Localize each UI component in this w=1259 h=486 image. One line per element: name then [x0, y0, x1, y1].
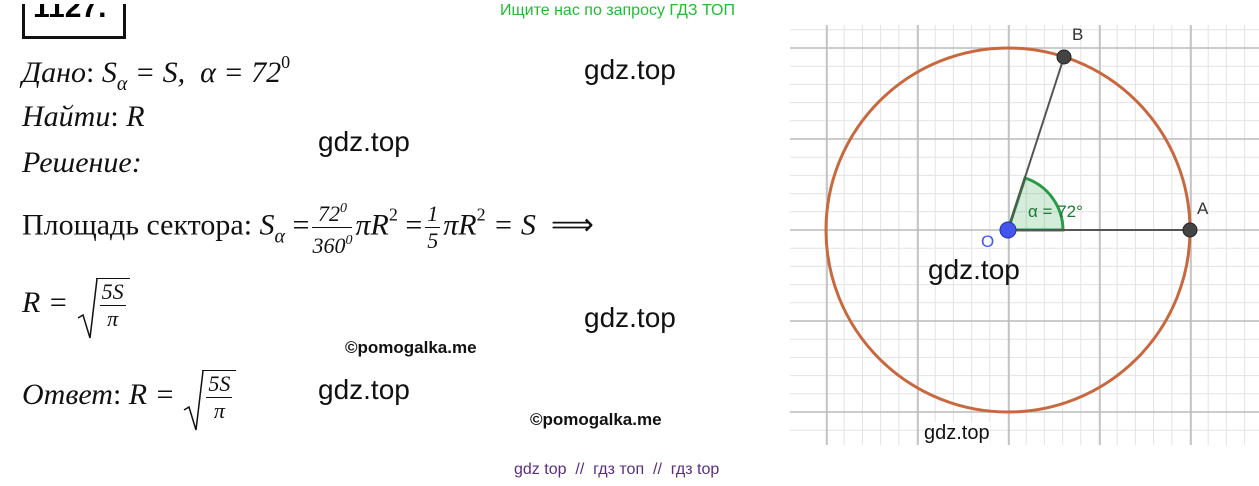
power: 2 — [476, 204, 486, 225]
credit: ©pomogalka.me — [345, 338, 477, 357]
label-o: O — [981, 232, 994, 251]
given-sub: α — [116, 73, 128, 95]
watermark: gdz.top — [924, 422, 990, 445]
fraction: 5S π — [95, 278, 130, 332]
num-sup: 0 — [339, 201, 347, 216]
radius-lhs: R = — [22, 285, 69, 319]
given-sup: 0 — [281, 52, 291, 72]
sector-sub: α — [274, 225, 286, 248]
watermark: gdz.top — [584, 54, 676, 85]
credit: ©pomogalka.me — [530, 410, 662, 429]
numerator: 5S — [206, 371, 233, 398]
radical — [77, 278, 98, 339]
implies: ⟹ — [550, 208, 594, 242]
footer: gdz top // гдз топ // гдз top — [514, 461, 720, 478]
sector-eq: = — [405, 208, 423, 242]
pi-r: πR — [443, 208, 477, 242]
radius-line: R = 5S π — [22, 278, 130, 339]
segment-ob — [1007, 56, 1065, 231]
point-o — [999, 221, 1017, 239]
given-rest: = S, α = 72 — [127, 56, 282, 89]
sector-eq: = S — [493, 208, 536, 242]
denominator: π — [213, 398, 225, 423]
den: 360 — [312, 233, 346, 258]
answer-label: Ответ — [22, 377, 113, 411]
fraction: 720 3600 — [312, 196, 353, 259]
power: 2 — [388, 204, 398, 225]
find-colon: : — [110, 100, 119, 133]
given-colon: : — [85, 56, 95, 89]
watermark: gdz.top — [584, 302, 676, 333]
denominator: 5 — [427, 228, 439, 253]
problem-number-text: 1127. — [33, 4, 107, 24]
numerator: 720 — [312, 196, 353, 228]
find-text: R — [126, 100, 145, 133]
label-b: B — [1072, 25, 1083, 44]
num: 72 — [317, 201, 340, 226]
find-line: Найти: R — [22, 100, 145, 134]
sqrt: 5S π — [76, 278, 130, 339]
sector-line: Площадь сектора: Sα = 720 3600 πR2 = 1 5 πR2 =… — [22, 196, 594, 259]
angle-label: α = 72° — [1028, 202, 1083, 221]
numerator: 5S — [99, 279, 126, 306]
sector-s: S — [259, 208, 275, 242]
search-hint: Ищите нас по запросу ГДЗ ТОП — [500, 2, 735, 19]
answer-line: Ответ: R = 5S π — [22, 370, 237, 431]
fraction: 5S π — [202, 370, 237, 424]
find-label: Найти — [22, 100, 111, 133]
pi-r: πR — [355, 208, 389, 242]
given-s: S — [101, 56, 117, 89]
den-sup: 0 — [345, 233, 353, 248]
numerator: 1 — [425, 201, 441, 228]
watermark: gdz.top — [318, 374, 410, 405]
angle-sector — [1005, 176, 1065, 232]
point-a — [1182, 222, 1198, 238]
watermark: gdz.top — [318, 126, 410, 157]
answer-lhs: R = — [128, 377, 175, 411]
watermark: gdz.top — [928, 254, 1020, 285]
problem-number: 1127. — [22, 4, 126, 39]
given-label: Дано — [22, 56, 86, 89]
solution-label: Решение: — [22, 146, 142, 179]
label-a: A — [1197, 199, 1209, 218]
denominator: π — [107, 306, 119, 331]
radical — [183, 370, 205, 431]
sector-label: Площадь сектора: — [22, 208, 253, 242]
sector-eq: = — [292, 208, 310, 242]
given-line: Дано: Sα = S, α = 720 — [22, 52, 290, 96]
denominator: 3600 — [312, 228, 352, 259]
point-b — [1056, 49, 1072, 65]
sqrt: 5S π — [182, 370, 237, 431]
answer-colon: : — [112, 377, 122, 411]
